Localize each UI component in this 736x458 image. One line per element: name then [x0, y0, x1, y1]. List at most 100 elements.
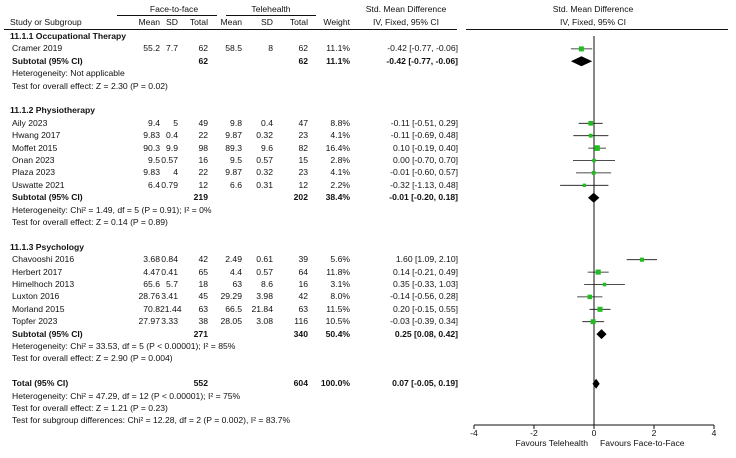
subtotal-weight: 50.4%: [325, 328, 350, 339]
smd-header: Std. Mean Difference: [365, 4, 447, 14]
group1-rule: [117, 15, 217, 16]
subtotal-diamond: [570, 56, 593, 67]
mean1-value: 55.2: [143, 43, 160, 54]
subtotal-weight: 38.4%: [325, 192, 350, 203]
study-name: Luxton 2016: [12, 291, 60, 302]
group-title: 11.1.2 Physiotherapy: [10, 105, 96, 116]
mean1-value: 9.83: [143, 130, 160, 141]
study-name: Topfer 2023: [12, 316, 58, 327]
favours-left-label: Favours Telehealth: [516, 438, 589, 448]
subtotal-total1: 219: [193, 192, 208, 203]
sd1-value: 4: [173, 167, 178, 178]
sd1-value: 9.9: [166, 142, 178, 153]
mean1-value: 6.4: [148, 179, 160, 190]
mean1-value: 3.68: [143, 254, 160, 265]
total-ci: 0.07 [-0.05, 0.19]: [392, 378, 458, 389]
mean1-value: 9.83: [143, 167, 160, 178]
favours-right-label: Favours Face-to-Face: [600, 438, 685, 448]
total2-value: 47: [298, 117, 308, 128]
subtotal-label: Subtotal (95% CI): [12, 55, 83, 66]
mean2-value: 28.05: [220, 316, 242, 327]
heterogeneity-text: Heterogeneity: Chi² = 1.49, df = 5 (P = …: [12, 204, 212, 215]
mean1-value: 4.47: [143, 266, 160, 277]
sd1-value: 0.84: [161, 254, 178, 265]
total2-value: 23: [298, 130, 308, 141]
total1-value: 22: [198, 167, 208, 178]
x-tick-label: 4: [712, 428, 717, 438]
weight-value: 16.4%: [325, 142, 350, 153]
study-name: Hwang 2017: [12, 130, 61, 141]
study-name: Onan 2023: [12, 155, 55, 165]
weight-value: 4.1%: [330, 130, 350, 141]
smd-ci-value: 0.20 [-0.15, 0.55]: [393, 303, 458, 314]
mean1-value: 65.6: [143, 279, 160, 289]
smd-ci-value: 1.60 [1.09, 2.10]: [395, 254, 458, 265]
plot-header: Std. Mean Difference: [552, 4, 634, 14]
overall-effect-text: Test for overall effect: Z = 0.14 (P = 0…: [12, 217, 168, 227]
study-marker: [588, 133, 593, 138]
total1-value: 98: [198, 142, 208, 153]
sd1-value: 5: [173, 117, 178, 128]
smd-ci-value: -0.42 [-0.77, -0.06]: [387, 43, 458, 54]
study-name: Uswatte 2021: [12, 179, 65, 190]
mean1-value: 90.3: [143, 142, 160, 153]
mean2-value: 9.87: [225, 167, 242, 178]
total-diamond: [592, 378, 600, 389]
total2-value: 82: [298, 142, 308, 153]
weight-value: 11.5%: [326, 303, 350, 314]
sd1-value: 3.41: [161, 291, 178, 302]
total2-value: 23: [298, 167, 308, 178]
weight-value: 11.8%: [326, 266, 350, 277]
col-sd1: SD: [166, 17, 178, 27]
mean2-value: 58.5: [225, 43, 242, 54]
study-name: Aily 2023: [12, 117, 48, 128]
total-heterogeneity-text: Heterogeneity: Chi² = 47.29, df = 12 (P …: [12, 390, 241, 401]
x-tick-label: -4: [470, 428, 478, 438]
mean2-value: 9.8: [230, 117, 242, 128]
subtotal-total2: 62: [298, 55, 308, 66]
study-marker: [582, 183, 587, 187]
group2-rule: [226, 15, 316, 16]
weight-value: 3.1%: [330, 279, 350, 289]
subtotal-ci: 0.25 [0.08, 0.42]: [394, 328, 458, 339]
x-tick-label: -2: [530, 428, 538, 438]
total1-value: 62: [198, 43, 208, 54]
overall-effect-text: Test for overall effect: Z = 2.30 (P = 0…: [12, 80, 168, 91]
sd2-value: 0.61: [256, 254, 273, 265]
sd1-value: 7.7: [166, 43, 178, 54]
total-effect-text: Test for overall effect: Z = 1.21 (P = 0…: [12, 403, 168, 413]
sd2-value: 9.6: [261, 142, 273, 153]
subtotal-total2: 340: [293, 328, 308, 339]
smd-ci-value: 0.35 [-0.33, 1.03]: [393, 279, 458, 289]
total-label: Total (95% CI): [12, 378, 69, 389]
mean2-value: 4.4: [230, 266, 242, 277]
smd-ci-value: 0.10 [-0.19, 0.40]: [393, 142, 458, 153]
sd2-value: 0.31: [256, 179, 273, 190]
weight-value: 8.8%: [330, 117, 350, 128]
col-total2: Total: [289, 17, 308, 27]
total2-value: 62: [298, 43, 308, 54]
study-name: Plaza 2023: [12, 167, 56, 178]
study-marker: [594, 145, 600, 151]
sd2-value: 3.98: [256, 291, 273, 302]
smd-ci-value: 0.14 [-0.21, 0.49]: [393, 266, 458, 277]
total1-value: 42: [198, 254, 208, 265]
total-total1: 552: [193, 378, 208, 389]
mean2-value: 6.6: [230, 179, 242, 190]
subtotal-total2: 202: [293, 192, 308, 203]
study-marker: [587, 294, 593, 300]
total-total2: 604: [293, 378, 308, 389]
col-mean1: Mean: [138, 17, 161, 27]
total1-value: 45: [198, 291, 208, 302]
mean2-value: 9.5: [230, 155, 242, 165]
mean1-value: 9.4: [148, 117, 160, 128]
weight-value: 2.2%: [330, 179, 350, 190]
study-marker: [590, 319, 596, 325]
study-marker: [578, 46, 584, 52]
study-marker: [602, 282, 607, 287]
mean1-value: 27.97: [138, 316, 160, 327]
total2-value: 12: [298, 179, 308, 190]
total2-value: 39: [298, 254, 308, 265]
sd1-value: 0.41: [161, 266, 178, 277]
sd1-value: 3.33: [161, 316, 178, 327]
